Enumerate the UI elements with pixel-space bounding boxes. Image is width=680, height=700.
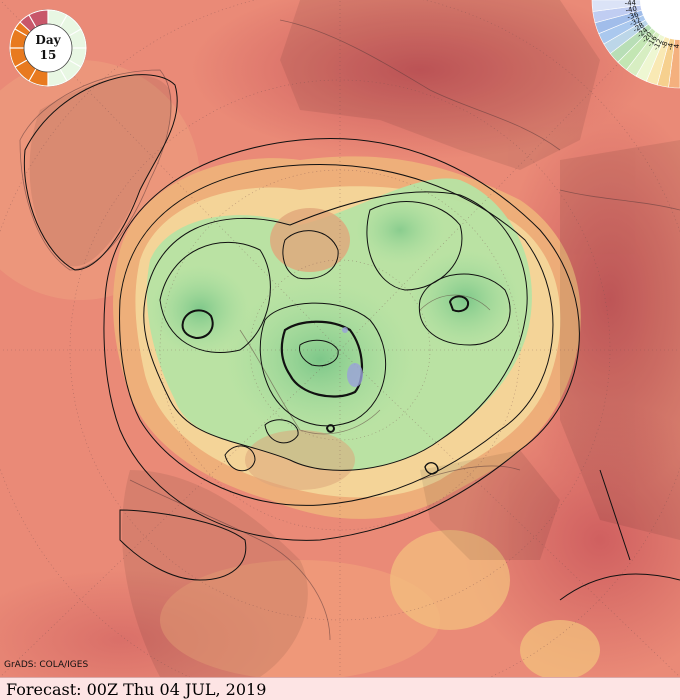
landmasses [29, 0, 680, 677]
color-scale-legend: 4-4-8-12-16-20-24-28-32-36-40-44 [591, 0, 680, 89]
legend-value-label: -4 [666, 42, 675, 51]
legend-labels: 4-4-8-12-16-20-24-28-32-36-40-44 [624, 0, 680, 51]
contours [23, 74, 680, 601]
day-word: Day [35, 33, 61, 47]
forecast-date: Forecast: 00Z Thu 04 JUL, 2019 [6, 680, 267, 699]
legend-value-label: -40 [625, 5, 638, 15]
coastlines [19, 19, 680, 641]
day-label: Day 15 [8, 33, 88, 63]
legend-value-label: 4 [673, 43, 680, 49]
polar-forecast-map [0, 0, 680, 677]
footer-bar: Forecast: 00Z Thu 04 JUL, 2019 [0, 677, 680, 700]
forecast-day-badge [9, 9, 87, 87]
day-number: 15 [39, 48, 57, 62]
legend-value-label: -36 [626, 10, 640, 21]
graticule [0, 0, 680, 677]
legend-value-label: -8 [660, 40, 670, 49]
legend-value-label: -44 [624, 0, 636, 8]
credit-label: GrADS: COLA/IGES [4, 660, 89, 670]
